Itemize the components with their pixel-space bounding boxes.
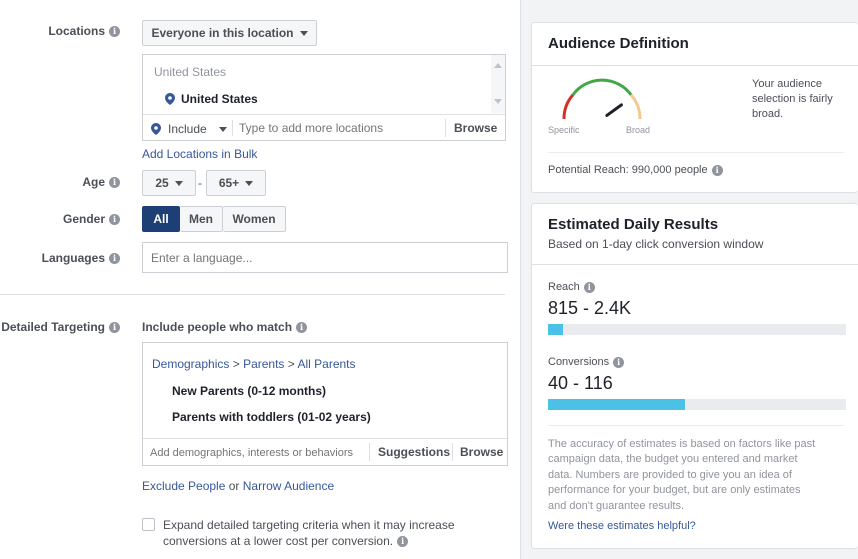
info-icon[interactable]: i xyxy=(397,536,409,548)
include-match-label: Include people who match i xyxy=(142,320,308,334)
targeting-browse-button[interactable]: Browse xyxy=(460,445,504,459)
potential-reach: Potential Reach: 990,000 people i xyxy=(548,164,723,176)
divider xyxy=(548,152,844,153)
audience-description: Your audience selection is fairly broad. xyxy=(752,78,833,120)
location-search-input[interactable] xyxy=(239,118,439,138)
age-label: Age i xyxy=(0,175,120,189)
targeting-add-row: Suggestions Browse xyxy=(143,438,507,465)
info-icon[interactable]: i xyxy=(296,322,308,334)
conversions-bar-fill xyxy=(548,399,686,410)
reach-bar-fill xyxy=(548,324,563,335)
divider xyxy=(532,65,858,66)
conversions-label: Conversions i xyxy=(548,356,625,368)
info-icon[interactable]: i xyxy=(109,26,120,38)
scroll-down-icon[interactable] xyxy=(494,99,502,104)
age-max-select[interactable]: 65+ xyxy=(206,170,266,196)
gauge-specific-label: Specific xyxy=(548,125,580,135)
estimated-results-subtitle: Based on 1-day click conversion window xyxy=(548,237,764,251)
caret-down-icon xyxy=(218,126,227,132)
location-add-row: Include Browse xyxy=(143,114,505,140)
exclude-narrow-row: Exclude People or Narrow Audience xyxy=(142,479,335,493)
narrow-audience-link[interactable]: Narrow Audience xyxy=(242,479,335,493)
caret-down-icon xyxy=(245,180,254,186)
divider xyxy=(548,425,844,426)
detailed-targeting-label: Detailed Targeting i xyxy=(0,320,120,334)
caret-down-icon xyxy=(174,180,183,186)
estimates-disclaimer: The accuracy of estimates is based on fa… xyxy=(548,438,816,512)
add-locations-bulk-link[interactable]: Add Locations in Bulk xyxy=(142,147,258,161)
divider xyxy=(445,119,446,137)
divider xyxy=(232,120,233,136)
targeting-breadcrumb: Demographics > Parents > All Parents xyxy=(152,357,356,371)
include-dropdown[interactable]: Include xyxy=(151,122,227,136)
expand-targeting-text: Expand detailed targeting criteria when … xyxy=(163,518,455,548)
divider xyxy=(452,443,453,461)
estimates-helpful-link[interactable]: Were these estimates helpful? xyxy=(548,520,696,532)
scroll-up-icon[interactable] xyxy=(494,63,502,68)
reach-bar xyxy=(548,324,846,335)
estimated-results-panel: Estimated Daily Results Based on 1-day c… xyxy=(531,203,858,549)
location-list-header: United States xyxy=(154,65,227,79)
languages-label: Languages i xyxy=(0,251,120,265)
locations-box: United States United States Include Brow… xyxy=(142,54,506,141)
age-separator: - xyxy=(198,176,202,190)
location-type-dropdown[interactable]: Everyone in this location xyxy=(142,20,317,46)
gender-all-button[interactable]: All xyxy=(142,206,180,232)
divider xyxy=(532,264,858,265)
info-icon[interactable]: i xyxy=(109,322,120,334)
estimated-results-title: Estimated Daily Results xyxy=(548,216,719,233)
info-icon[interactable]: i xyxy=(109,253,120,265)
info-icon[interactable]: i xyxy=(109,214,120,226)
gauge-broad-label: Broad xyxy=(626,125,651,135)
locations-label: Locations i xyxy=(0,24,120,38)
section-divider xyxy=(0,294,505,295)
targeting-search-input[interactable] xyxy=(150,443,366,463)
caret-down-icon xyxy=(299,30,308,36)
reach-value: 815 - 2.4K xyxy=(548,298,632,318)
location-pin-icon xyxy=(151,123,161,135)
targeting-item[interactable]: New Parents (0-12 months) xyxy=(172,384,327,398)
location-browse-button[interactable]: Browse xyxy=(454,121,498,135)
audience-gauge xyxy=(562,78,642,120)
gender-men-button[interactable]: Men xyxy=(180,206,223,232)
exclude-people-link[interactable]: Exclude People xyxy=(142,479,226,493)
gauge-green-arc xyxy=(571,78,633,96)
targeting-box: Demographics > Parents > All Parents New… xyxy=(142,342,508,466)
info-icon[interactable]: i xyxy=(711,164,723,176)
info-icon[interactable]: i xyxy=(109,177,120,189)
conversions-bar xyxy=(548,399,846,410)
suggestions-button[interactable]: Suggestions xyxy=(378,445,451,459)
location-pin-icon xyxy=(165,93,175,105)
gender-segmented-control: All Men Women xyxy=(142,206,286,232)
audience-definition-title: Audience Definition xyxy=(548,35,689,52)
language-input[interactable] xyxy=(142,242,508,273)
conversions-value: 40 - 116 xyxy=(548,373,613,393)
divider xyxy=(369,443,370,461)
targeting-item[interactable]: Parents with toddlers (01-02 years) xyxy=(172,410,371,424)
list-scrollbar[interactable] xyxy=(491,55,505,113)
info-icon[interactable]: i xyxy=(613,356,625,368)
expand-targeting-checkbox[interactable] xyxy=(142,518,155,531)
gauge-orange-arc xyxy=(629,93,642,120)
gender-women-button[interactable]: Women xyxy=(223,206,286,232)
info-icon[interactable]: i xyxy=(583,281,595,293)
gauge-red-arc xyxy=(562,93,575,120)
gauge-needle xyxy=(605,103,623,117)
age-min-select[interactable]: 25 xyxy=(142,170,196,196)
gender-label: Gender i xyxy=(0,212,120,226)
reach-label: Reach i xyxy=(548,281,595,293)
audience-definition-panel: Audience Definition Specific Broad Your … xyxy=(531,22,858,193)
